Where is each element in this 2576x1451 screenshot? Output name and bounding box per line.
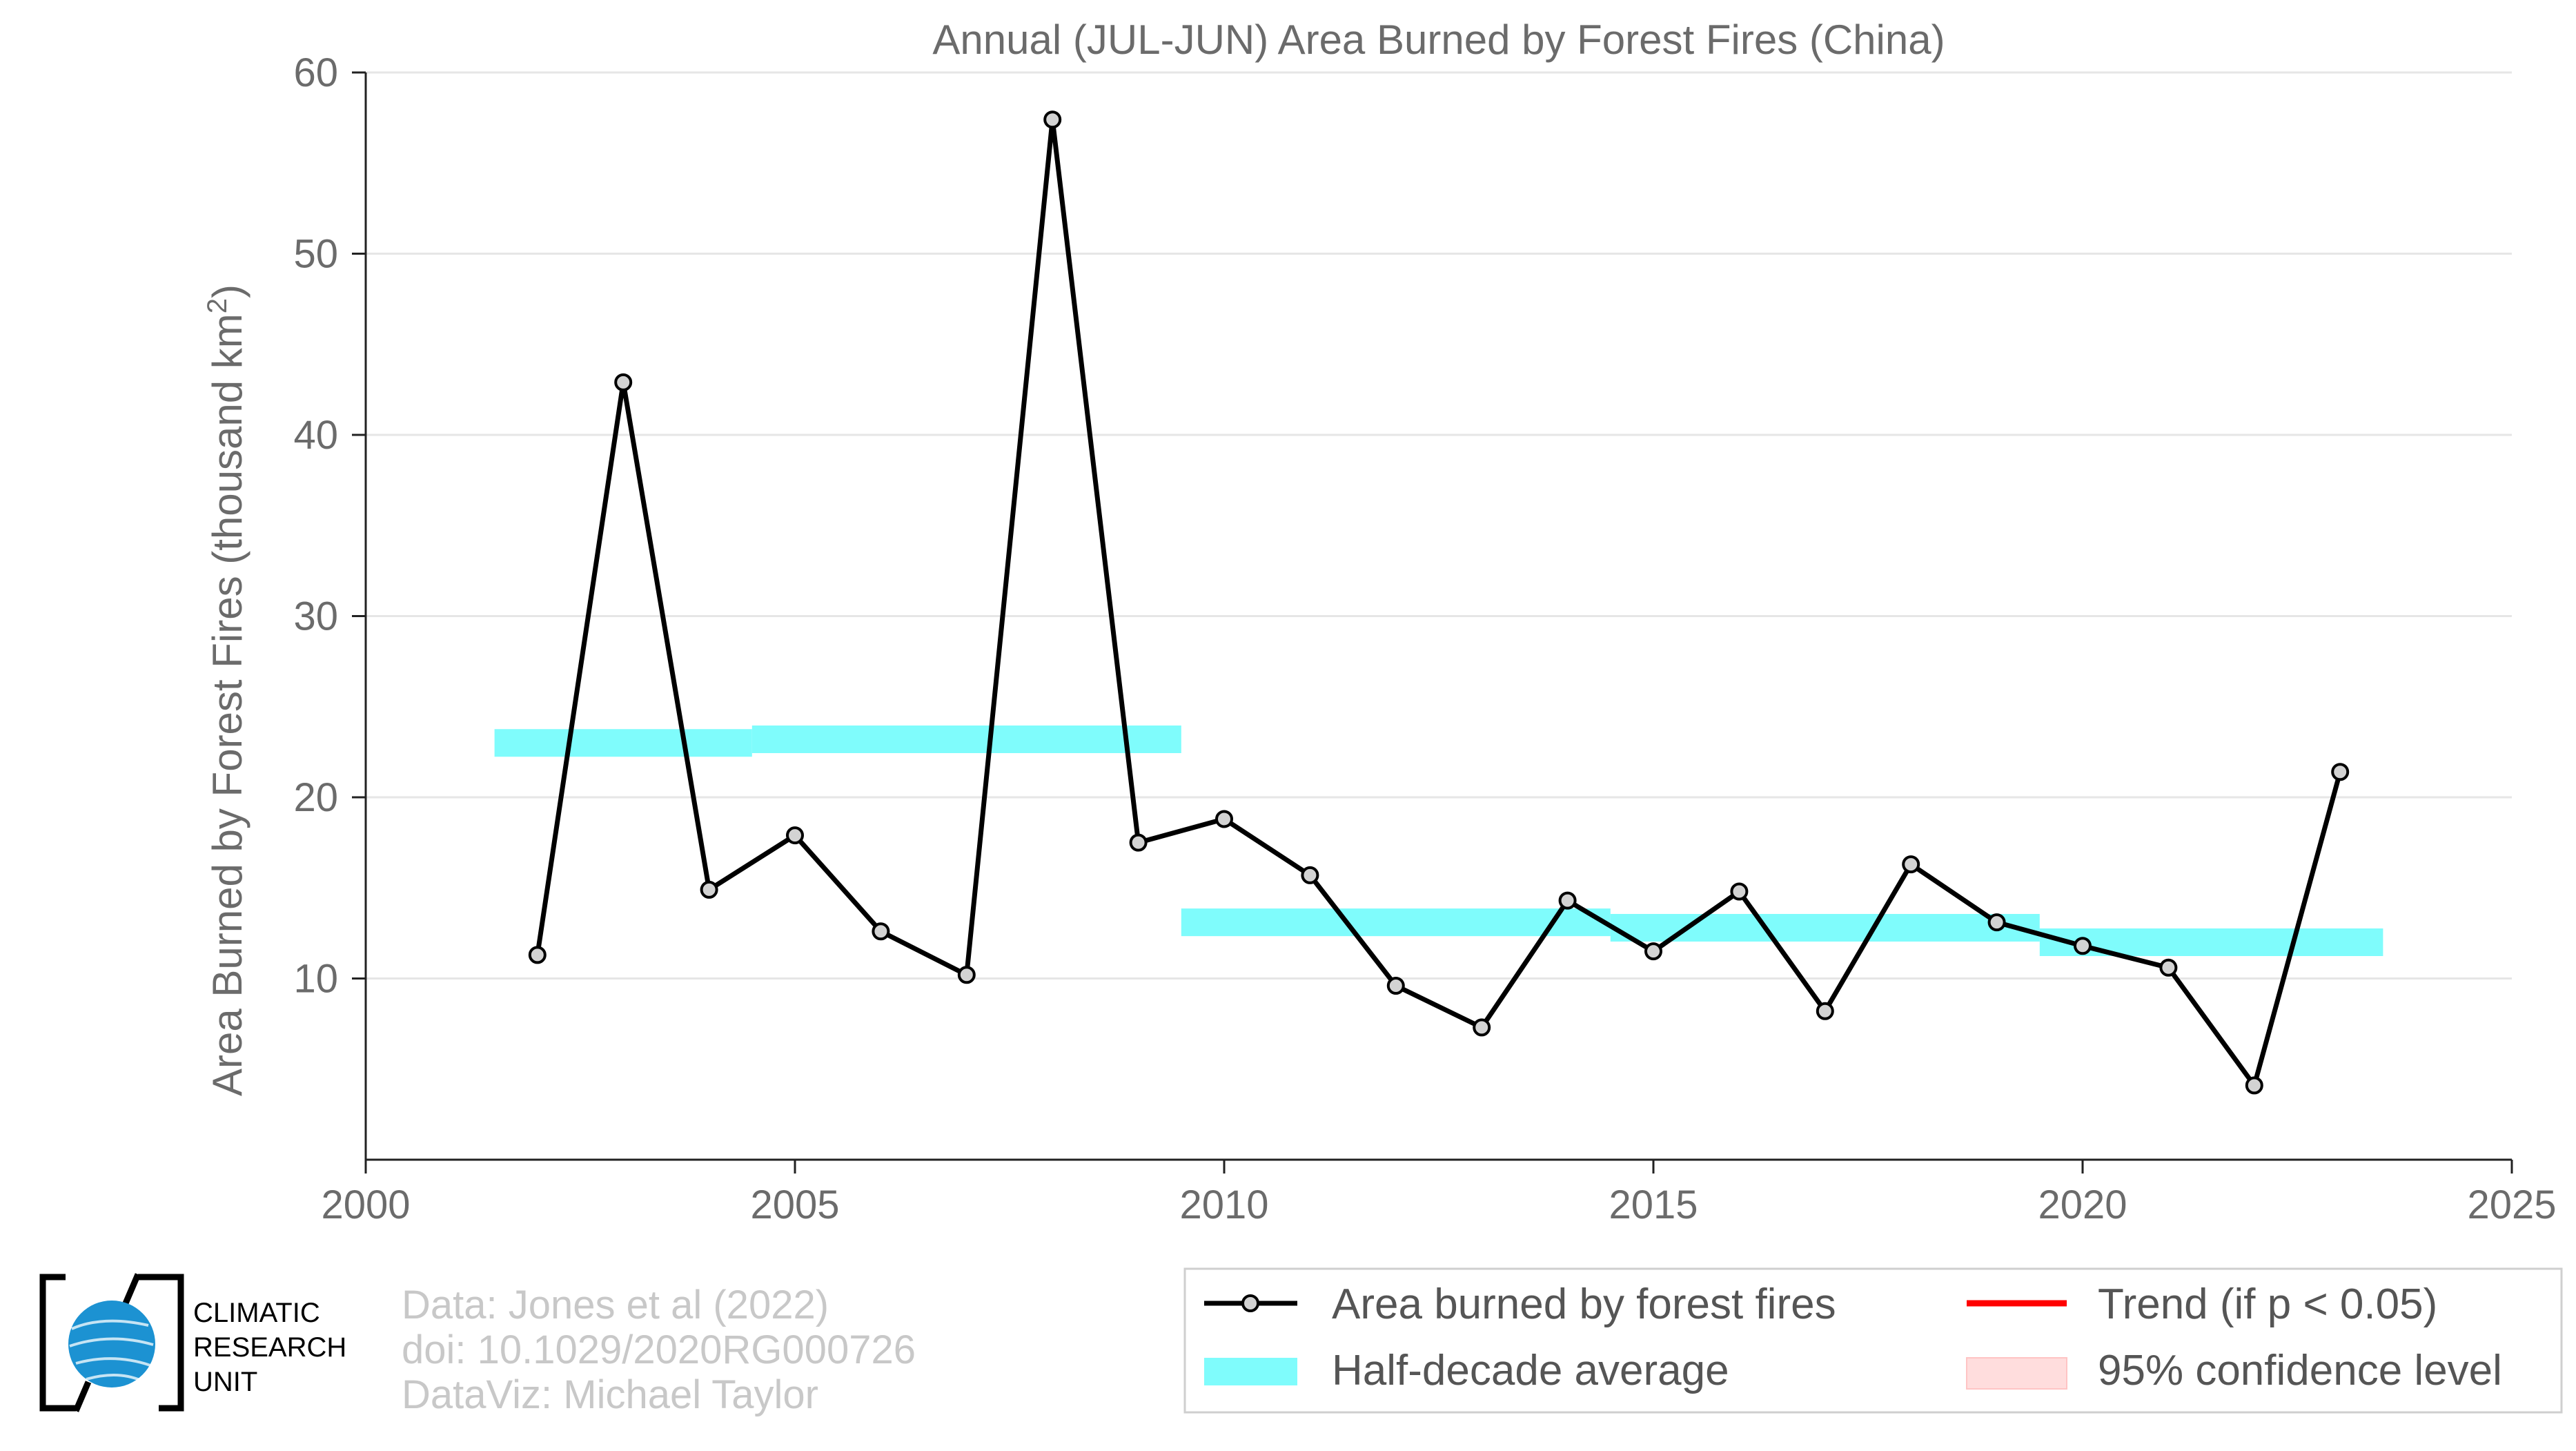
half-decade-bar [494,729,752,757]
legend-label-area: Area burned by forest fires [1332,1280,1836,1328]
y-tick-label: 30 [293,594,338,639]
y-tick-label: 60 [293,50,338,95]
data-point [1043,110,1062,129]
logo-bracket-left [39,1274,76,1412]
data-point [700,880,718,899]
legend: Area burned by forest fires Half-decade … [1183,1267,2563,1414]
logo-text-2: RESEARCH [193,1332,346,1363]
y-tick-label: 10 [293,957,338,1002]
legend-label-confidence: 95% confidence level [2098,1347,2502,1394]
data-point [614,373,633,391]
data-point [1301,866,1319,884]
series-line [535,117,2343,1088]
data-point [1129,833,1148,852]
credit-doi: doi: 10.1029/2020RG000726 [402,1327,916,1372]
data-point [957,966,976,984]
x-tick-label: 2015 [1609,1182,1698,1227]
chart-title: Annual (JUL-JUN) Area Burned by Forest F… [932,17,1945,63]
half-decade-bar [751,726,1181,753]
cru-logo: CLIMATIC RESEARCH UNIT [39,1273,346,1412]
data-point [1730,882,1749,901]
y-axis-label: Area Burned by Forest Fires (thousand km… [202,284,250,1096]
logo-slash-top [122,1273,141,1305]
data-point [872,922,890,941]
area-burned-line [535,117,2343,1088]
y-tick-label: 50 [293,232,338,277]
legend-half-swatch [1204,1358,1297,1385]
x-tick-label: 2010 [1179,1182,1268,1227]
half-decade-bars [494,726,2383,956]
half-decade-bar [1181,908,1611,937]
data-point [2331,763,2350,781]
legend-box [1183,1267,2563,1414]
grid [366,71,2512,980]
credit-data: Data: Jones et al (2022) [402,1283,829,1327]
globe-lines [69,1319,154,1382]
half-decade-bar [1610,914,2040,942]
data-point [1987,913,2006,932]
y-tick-label: 20 [293,775,338,820]
logo-bracket-right [138,1274,184,1412]
series-points [528,110,2350,1095]
data-point [1644,942,1662,961]
data-point [1902,855,1920,874]
axes [352,71,2513,1174]
x-tick-label: 2005 [750,1182,839,1227]
data-point [786,826,804,845]
data-point [1215,810,1233,828]
data-point [2074,937,2092,955]
data-point [2245,1076,2263,1095]
x-tick-label: 2025 [2467,1182,2556,1227]
data-point [1473,1018,1491,1037]
legend-marker-swatch [1241,1294,1259,1312]
half-decade-bar [2039,928,2383,956]
y-axis-label-sup: 2 [202,298,233,313]
x-tick-label: 2000 [321,1182,410,1227]
y-tick-label: 40 [293,413,338,458]
data-point [528,946,547,964]
data-point [2159,958,2178,977]
tick-labels: 10 20 30 40 50 60 2000 2005 2010 2015 2020 2025 [293,50,2556,1227]
legend-label-half: Half-decade average [1332,1347,1729,1394]
data-point [1558,891,1577,910]
x-tick-label: 2020 [2038,1182,2127,1227]
y-axis-label-text: Area Burned by Forest Fires (thousand km [204,313,250,1096]
credit-dataviz: DataViz: Michael Taylor [402,1372,818,1417]
logo-text-3: UNIT [193,1367,257,1397]
logo-text-1: CLIMATIC [193,1298,320,1328]
logo-slash-bottom [72,1381,92,1412]
legend-label-trend: Trend (if p < 0.05) [2098,1280,2437,1328]
legend-confidence-swatch [1966,1357,2067,1390]
data-point [1816,1002,1834,1020]
data-point [1386,977,1405,995]
y-axis-label-end: ) [204,284,250,298]
